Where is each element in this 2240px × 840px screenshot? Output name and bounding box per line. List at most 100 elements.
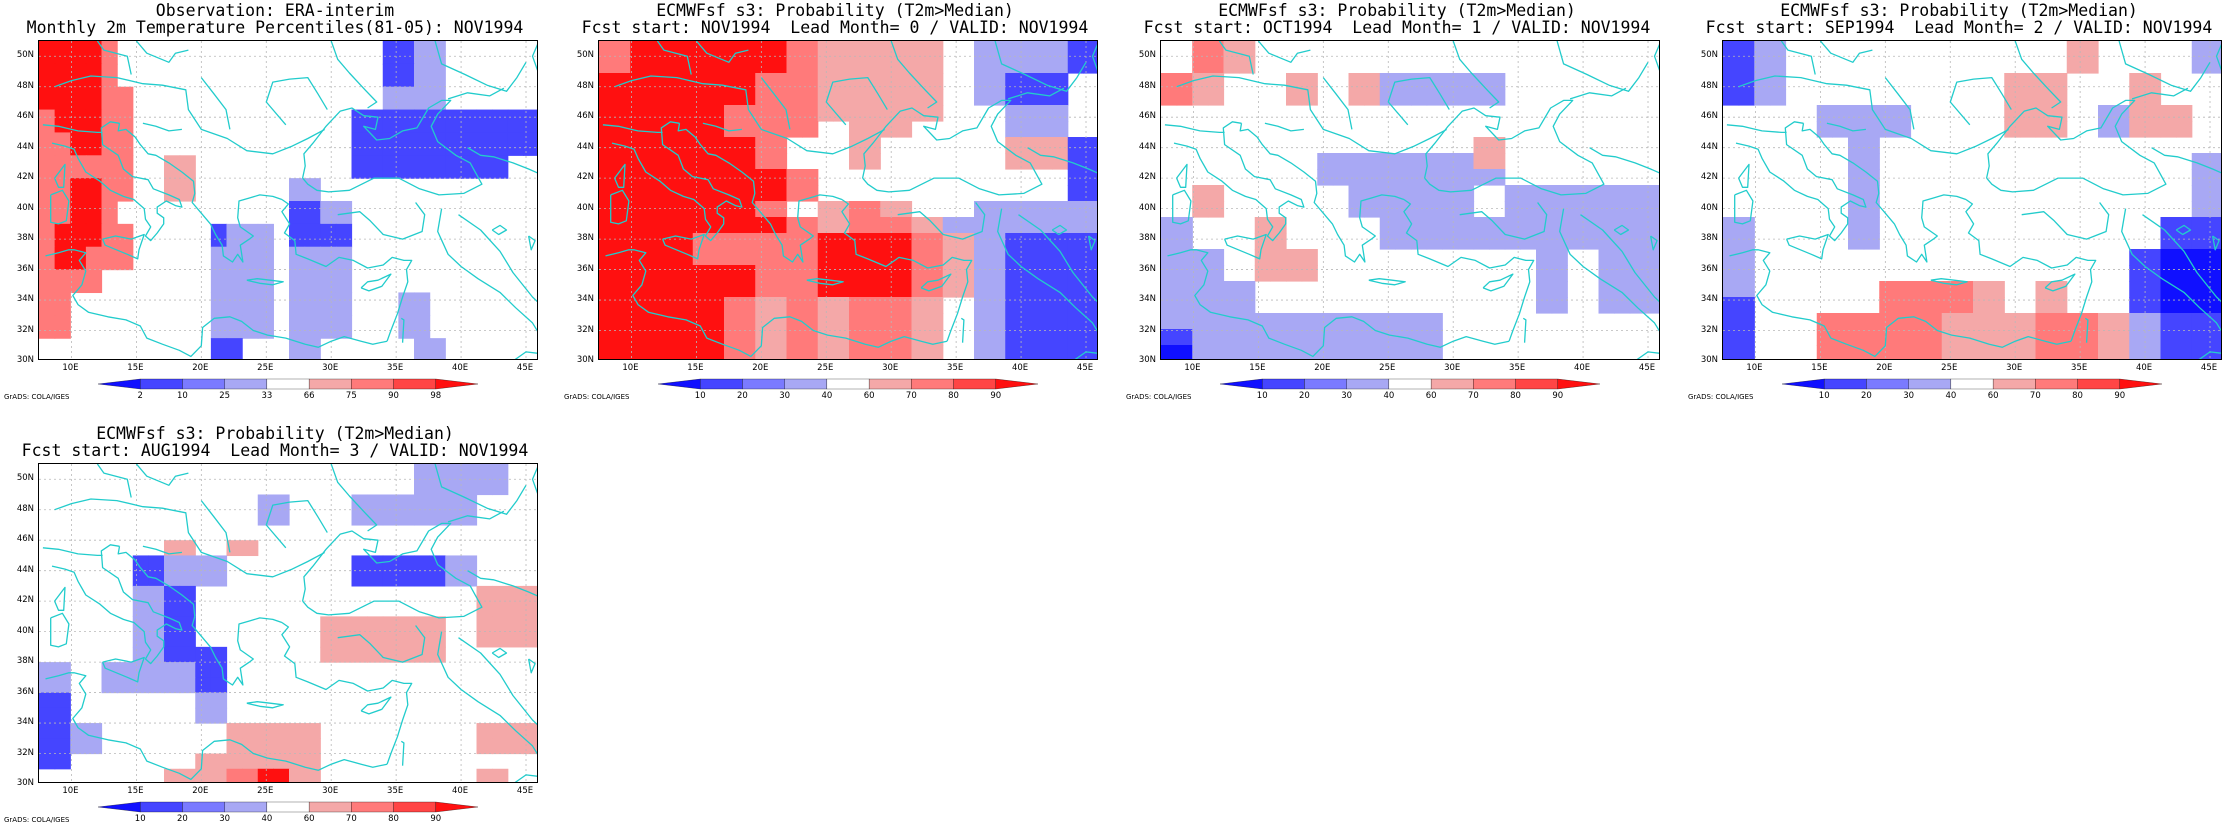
map-svg: [1161, 41, 1659, 359]
grid-cell: [645, 233, 663, 250]
grid-cell: [164, 662, 181, 678]
grid-cell: [708, 265, 725, 282]
grid-cell: [708, 105, 725, 122]
grid-cell: [39, 41, 56, 65]
grid-cell: [1083, 297, 1097, 314]
grid-cell: [398, 41, 415, 65]
grid-cell: [1848, 313, 1865, 330]
grid-cell: [927, 105, 944, 122]
grid-cell: [786, 73, 803, 90]
grid-cell: [1020, 57, 1038, 74]
grid-cell: [351, 132, 368, 156]
grid-cell: [1379, 89, 1396, 106]
latitude-tick-label: 40N: [16, 625, 34, 636]
grid-cell: [39, 246, 56, 271]
colorbar-tick-label: 20: [1299, 391, 1310, 401]
grid-cell: [1254, 345, 1271, 359]
grid-cell: [304, 738, 321, 755]
grid-cell: [1301, 249, 1318, 266]
grid-cell: [864, 137, 881, 154]
grid-cell: [2207, 329, 2221, 346]
grid-cell: [833, 89, 850, 106]
grid-cell: [849, 105, 866, 122]
grid-cell: [911, 57, 928, 74]
grid-cell: [1832, 345, 1849, 359]
longitude-tick-label: 35E: [1509, 363, 1526, 373]
coastline: [1387, 76, 1450, 126]
grid-cell: [1207, 345, 1225, 359]
grid-cell: [1379, 185, 1396, 202]
grid-cell: [367, 132, 384, 156]
grid-cell: [2098, 121, 2115, 138]
grid-cell: [864, 249, 881, 266]
grid-cell: [304, 269, 321, 294]
grid-cell: [1254, 265, 1271, 282]
coastline: [1636, 351, 1659, 359]
grid-cell: [974, 73, 991, 90]
grid-cell: [2144, 297, 2162, 314]
grid-cell: [148, 662, 165, 678]
grid-cell: [817, 297, 834, 314]
colorbar-tick-label: 10: [134, 814, 146, 824]
grid-cell: [817, 57, 834, 74]
grid-cell: [1629, 297, 1646, 314]
grid-cell: [692, 57, 709, 74]
grid-cell: [645, 153, 663, 170]
coastline: [360, 696, 392, 715]
grid-cell: [2035, 89, 2052, 106]
grid-cell: [1645, 249, 1659, 266]
grid-cell: [1020, 345, 1038, 359]
grid-cell: [101, 201, 118, 225]
grid-cell: [817, 281, 834, 298]
grid-cell: [398, 86, 415, 111]
grid-cell: [661, 281, 678, 298]
grid-cell: [927, 57, 944, 74]
grid-cell: [849, 57, 866, 74]
colorbar: [657, 378, 1039, 390]
grid-cell: [1005, 297, 1022, 314]
grid-cell: [2191, 345, 2208, 359]
grid-cell: [1348, 169, 1365, 186]
coastline: [1322, 77, 1353, 130]
grid-cell: [382, 109, 399, 134]
grid-cell: [1067, 169, 1084, 186]
grid-cell: [164, 631, 181, 648]
grid-cell: [1067, 185, 1084, 202]
coastline: [1452, 41, 1500, 109]
grid-cell: [817, 217, 834, 234]
grid-cell: [880, 121, 897, 138]
grads-credit: GrADS: COLA/IGES: [1688, 393, 1754, 401]
grid-cell: [724, 329, 741, 346]
grid-cell: [2176, 105, 2193, 122]
grid-cell: [1816, 313, 1833, 330]
grid-cell: [1301, 89, 1318, 106]
grid-cell: [2207, 281, 2221, 298]
grid-cell: [492, 585, 509, 602]
grid-cell: [724, 297, 741, 314]
grid-cell: [755, 297, 772, 314]
grid-cell: [39, 292, 56, 316]
grid-cell: [210, 768, 228, 782]
grid-cell: [927, 313, 944, 330]
grid-cell: [445, 464, 462, 480]
grid-cell: [523, 601, 537, 617]
grid-cell: [661, 297, 678, 314]
grid-cell: [958, 233, 975, 250]
grid-cell: [630, 265, 647, 282]
grid-cell: [864, 265, 881, 282]
grid-cell: [630, 185, 647, 202]
coastline: [614, 163, 626, 188]
grid-cell: [864, 217, 881, 234]
grid-cell: [1504, 201, 1521, 218]
grid-cell: [630, 153, 647, 170]
grid-cell: [1598, 201, 1615, 218]
colorbar-tick-label: 60: [303, 814, 315, 824]
coastline: [50, 612, 70, 648]
grid-cell: [833, 233, 850, 250]
grid-cell: [320, 616, 337, 633]
grid-cell: [273, 753, 290, 770]
latitude-tick-label: 44N: [1138, 141, 1156, 152]
grid-cell: [85, 178, 103, 202]
grid-cell: [429, 155, 446, 179]
grid-cell: [614, 217, 631, 234]
